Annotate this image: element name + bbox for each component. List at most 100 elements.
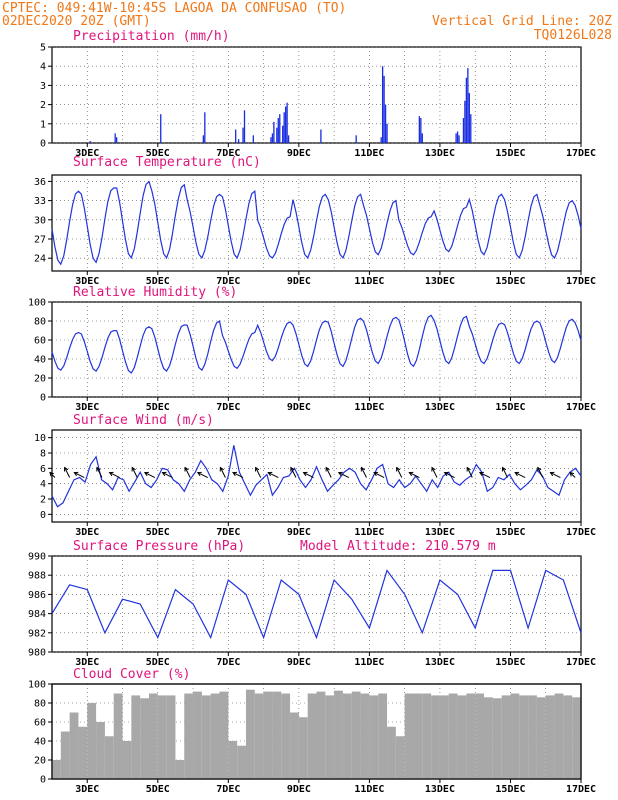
- precip-bar: [204, 112, 206, 143]
- wind-arrow-head: [290, 466, 295, 472]
- x-tick-label: 15DEC: [495, 784, 525, 795]
- wind-arrow-head: [466, 466, 471, 472]
- wind-arrow-head: [96, 466, 101, 472]
- cloud-bar: [228, 741, 238, 779]
- precip-bar: [284, 106, 287, 143]
- wind-arrow: [219, 467, 226, 478]
- precip-bar: [470, 114, 472, 143]
- cloud-bar: [554, 693, 564, 779]
- x-tick-label: 7DEC: [216, 657, 240, 668]
- wind-arrow: [49, 472, 56, 478]
- wind-arrow: [338, 472, 350, 478]
- cloud-bar: [519, 695, 529, 779]
- cloud-bar: [78, 726, 88, 779]
- wind-arrow-head: [478, 471, 484, 477]
- temperature-line: [51, 180, 582, 266]
- cloud-title: Cloud Cover (%): [73, 667, 190, 682]
- cloud-bar: [131, 695, 141, 779]
- x-tick-label: 17DEC: [566, 402, 596, 413]
- wind-arrow: [325, 467, 332, 478]
- plot-area: 0 1 2 3 4 5 3DEC 5DEC 7DEC 9DEC 11DEC 13DEC 15DEC 17D…: [28, 43, 596, 796]
- cloud-bar: [342, 693, 352, 779]
- wind-arrow: [197, 472, 208, 478]
- precip-bar: [455, 133, 457, 143]
- precip-bar: [277, 118, 279, 143]
- wind-arrow-head: [431, 466, 436, 472]
- cloud-bar: [96, 722, 105, 779]
- wind-arrow-head: [49, 471, 54, 477]
- wind-arrow: [569, 472, 576, 478]
- y-tick-label: 30: [34, 215, 46, 226]
- precip-bar: [320, 129, 322, 143]
- precip-bar: [383, 75, 385, 143]
- wind-arrow-head: [161, 471, 167, 477]
- x-tick-label: 3DEC: [75, 527, 99, 538]
- wind-arrow: [255, 467, 262, 478]
- precip-bar: [386, 123, 388, 143]
- cloud-bar: [263, 691, 273, 779]
- y-tick-label: 0: [40, 139, 46, 150]
- panel-frame: [51, 174, 582, 272]
- panel-2: 0 20 40 60 80 100 3DEC 5DEC 7DEC 9DEC 11DEC 13DEC 15…: [28, 298, 596, 414]
- x-tick-label: 15DEC: [495, 657, 525, 668]
- precip-bar: [89, 141, 91, 143]
- cloud-bar: [378, 693, 388, 779]
- wind-arrow-head: [360, 466, 366, 472]
- cloud-bar: [404, 693, 414, 779]
- y-tick-label: 80: [34, 317, 46, 328]
- precip-bar: [279, 114, 281, 143]
- precip-title: Precipitation (mm/h): [73, 29, 230, 44]
- cloud-bar: [219, 691, 229, 779]
- y-tick-label: 6: [40, 464, 46, 475]
- wind-arrow-head: [373, 471, 379, 477]
- x-tick-label: 17DEC: [566, 148, 596, 159]
- cloud-bar: [166, 695, 176, 779]
- x-tick-label: 17DEC: [566, 784, 596, 795]
- panel-4: 980 982 984 986 988 990 3DEC 5DEC 7DEC 9DEC 11DEC 1…: [28, 552, 596, 669]
- x-tick-label: 11DEC: [354, 784, 384, 795]
- cloud-bar: [201, 695, 211, 779]
- header-run-time: 02DEC2020 20Z (GMT): [2, 14, 151, 29]
- x-tick-label: 13DEC: [425, 657, 455, 668]
- wind-arrow-head: [569, 471, 575, 477]
- cloud-bar: [193, 691, 202, 779]
- precip-bar: [242, 127, 244, 143]
- wind-arrow: [514, 472, 526, 478]
- wind-arrow: [109, 472, 120, 478]
- y-tick-label: 100: [28, 298, 46, 309]
- cloud-bar: [492, 698, 502, 779]
- y-tick-label: 60: [34, 336, 46, 347]
- cloud-bar: [87, 703, 97, 779]
- cloud-bar: [210, 693, 220, 779]
- x-tick-label: 17DEC: [566, 276, 596, 287]
- wind-arrow-head: [443, 471, 449, 477]
- precip-bar: [468, 93, 470, 143]
- cloud-bar: [298, 717, 308, 779]
- wind-arrow: [232, 472, 244, 478]
- cloud-bar: [431, 695, 440, 779]
- wind-arrow: [502, 467, 508, 478]
- cloud-bar: [466, 693, 476, 779]
- precip-bar: [456, 131, 459, 143]
- y-tick-label: 80: [34, 699, 46, 710]
- y-tick-label: 0: [40, 775, 46, 786]
- y-tick-label: 40: [34, 737, 46, 748]
- wind-arrow: [268, 472, 279, 478]
- precip-bar: [235, 129, 237, 143]
- precip-bar: [237, 139, 240, 143]
- precip-bar: [252, 135, 254, 143]
- wind-arrow-head: [63, 466, 69, 472]
- precip-bar: [458, 135, 460, 143]
- model-altitude: Model Altitude: 210.579 m: [300, 539, 496, 554]
- cloud-bar: [563, 695, 573, 779]
- x-tick-label: 3DEC: [75, 402, 99, 413]
- y-tick-label: 40: [34, 355, 46, 366]
- x-tick-label: 11DEC: [354, 148, 384, 159]
- wind-arrow: [396, 467, 403, 478]
- y-tick-label: 982: [28, 628, 46, 639]
- precip-bar: [381, 66, 384, 143]
- wind-arrow: [64, 467, 71, 478]
- x-tick-label: 7DEC: [216, 276, 240, 287]
- precip-bar: [282, 125, 284, 143]
- wind-arrow: [550, 472, 561, 478]
